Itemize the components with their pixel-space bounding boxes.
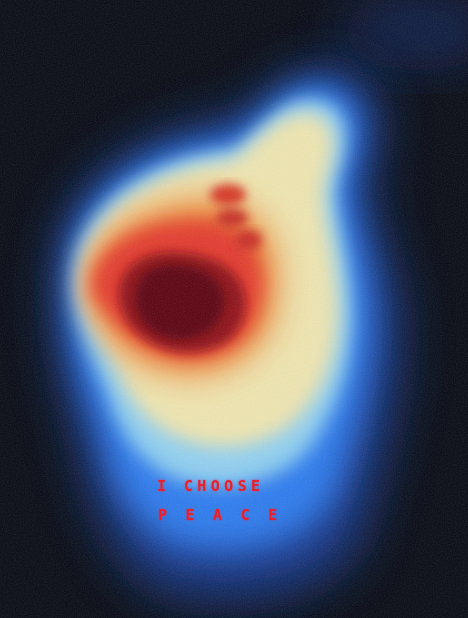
caption-line-2: PEACE — [158, 506, 296, 524]
caption-line-1: I CHOOSE — [157, 477, 265, 495]
